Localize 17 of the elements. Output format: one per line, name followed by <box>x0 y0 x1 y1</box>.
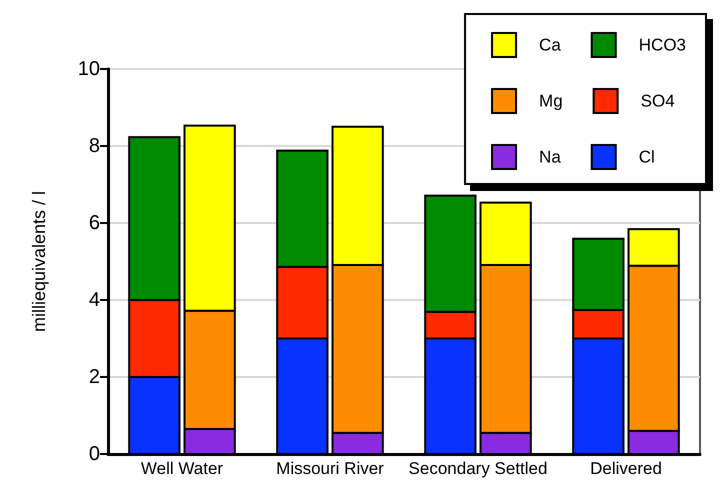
y-tick-label: 2 <box>88 366 100 388</box>
y-tick-label: 10 <box>78 58 100 80</box>
legend-label: Cl <box>638 148 655 166</box>
legend-label: Mg <box>539 92 563 110</box>
legend-label: Ca <box>539 36 562 54</box>
x-tick-label: Missouri River <box>276 459 384 478</box>
y-axis-title: milliequivalents / l <box>29 190 49 332</box>
legend-label: SO4 <box>640 92 675 110</box>
y-tick-label: 4 <box>88 289 100 311</box>
y-tick-label: 8 <box>88 135 100 157</box>
y-tick-label: 0 <box>88 443 100 465</box>
y-tick-label: 6 <box>88 212 100 234</box>
x-tick-label: Well Water <box>140 459 224 478</box>
x-tick-label: Secondary Settled <box>408 459 548 478</box>
legend-label: HCO3 <box>638 36 686 54</box>
legend-label: Na <box>539 148 562 166</box>
x-tick-label: Delivered <box>590 459 662 478</box>
